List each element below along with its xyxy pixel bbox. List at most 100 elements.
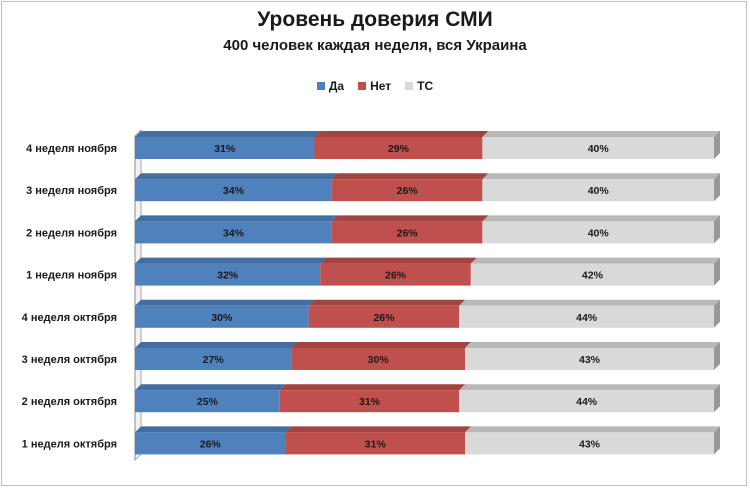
bar-top-face [135,173,338,180]
data-label: 25% [197,396,219,408]
bar-segment [135,348,292,370]
data-label: 26% [385,270,407,282]
data-label: 31% [214,143,236,155]
bar-top-face [465,426,720,433]
legend-item-no: Нет [358,79,391,93]
data-label: 27% [203,354,225,366]
bar-top-face [285,426,472,433]
category-label: 3 неделя октября [22,354,117,366]
data-label: 31% [359,396,381,408]
data-label: 26% [397,227,419,239]
data-label: 44% [576,396,598,408]
data-label: 34% [223,185,245,197]
legend-label-yes: Да [328,79,345,93]
bar-end-face [714,131,720,159]
bar-top-face [459,299,720,306]
legend-label-no: Нет [370,79,392,93]
data-label: 29% [388,143,410,155]
bar-segment [470,263,714,286]
bar-segment [314,137,483,159]
bar-segment [135,432,286,455]
bar-top-face [482,173,720,180]
category-label: 2 неделя октября [22,396,117,408]
bar-end-face [714,299,720,328]
legend-swatch-yes [316,82,325,90]
category-label: 2 неделя ноября [26,227,117,239]
data-label: 26% [397,185,419,197]
bar-top-face [135,342,298,348]
legend-swatch-ts [405,82,414,90]
bar-segment [465,348,714,370]
legend-item-yes: Да [316,79,345,93]
data-label: 44% [576,312,598,324]
bar-end-face [714,342,720,370]
bar-top-face [135,257,327,264]
bar-segment [482,137,714,159]
data-label: 40% [588,185,610,197]
bar-top-face [279,384,466,391]
bar-top-face [465,342,720,348]
category-label: 4 неделя ноября [26,143,117,155]
bar-segment [320,263,471,286]
chart-legend: Да Нет ТС [0,79,750,93]
bar-end-face [714,173,720,202]
bar-segment [459,390,714,413]
bar-segment [135,179,332,202]
bar-top-face [135,384,286,391]
category-label: 3 неделя ноября [26,185,117,197]
bar-segment [291,348,466,370]
bar-top-face [482,131,720,137]
data-label: 40% [588,143,610,155]
data-label: 26% [373,312,395,324]
bar-segment [135,305,309,328]
bar-top-face [331,215,489,222]
bar-end-face [714,257,720,286]
bar-segment [482,179,714,202]
bar-segment [279,390,460,413]
data-label: 30% [368,354,390,366]
bar-top-face [135,131,321,137]
bar-segment [308,305,460,328]
bar-top-face [135,426,292,433]
bar-top-face [331,173,489,180]
bar-top-face [308,299,466,306]
data-label: 26% [200,438,222,450]
bar-segment [135,263,321,286]
bar-top-face [470,257,720,264]
category-label: 4 неделя октября [22,312,117,324]
chart-subtitle: 400 человек каждая неделя, вся Украина [223,37,527,54]
bar-top-face [314,131,489,137]
bar-segment [465,432,714,455]
bar-segment [135,137,315,159]
category-label: 1 неделя октября [22,438,117,450]
bar-top-face [459,384,720,391]
data-label: 30% [211,312,233,324]
legend-item-ts: ТС [405,79,433,93]
bar-top-face [320,257,477,264]
bar-segment [482,221,714,244]
legend-label-ts: ТС [417,79,434,93]
data-label: 31% [365,438,387,450]
data-label: 43% [579,438,601,450]
chart-title: Уровень доверия СМИ [257,8,493,31]
legend-swatch-no [358,82,367,90]
data-label: 42% [582,270,604,282]
bar-end-face [714,426,720,455]
bar-end-face [714,215,720,244]
bar-segment [135,390,280,413]
bar-segment [331,221,483,244]
bar-top-face [291,342,472,348]
bar-segment [135,221,332,244]
data-label: 40% [588,227,610,239]
bar-top-face [135,299,315,306]
bar-segment [459,305,714,328]
bar-top-face [135,215,338,222]
bar-end-face [714,384,720,413]
data-label: 43% [579,354,601,366]
bar-segment [331,179,483,202]
data-label: 34% [223,227,245,239]
category-label: 1 неделя ноября [26,270,117,282]
bar-top-face [482,215,720,222]
data-label: 32% [217,270,239,282]
